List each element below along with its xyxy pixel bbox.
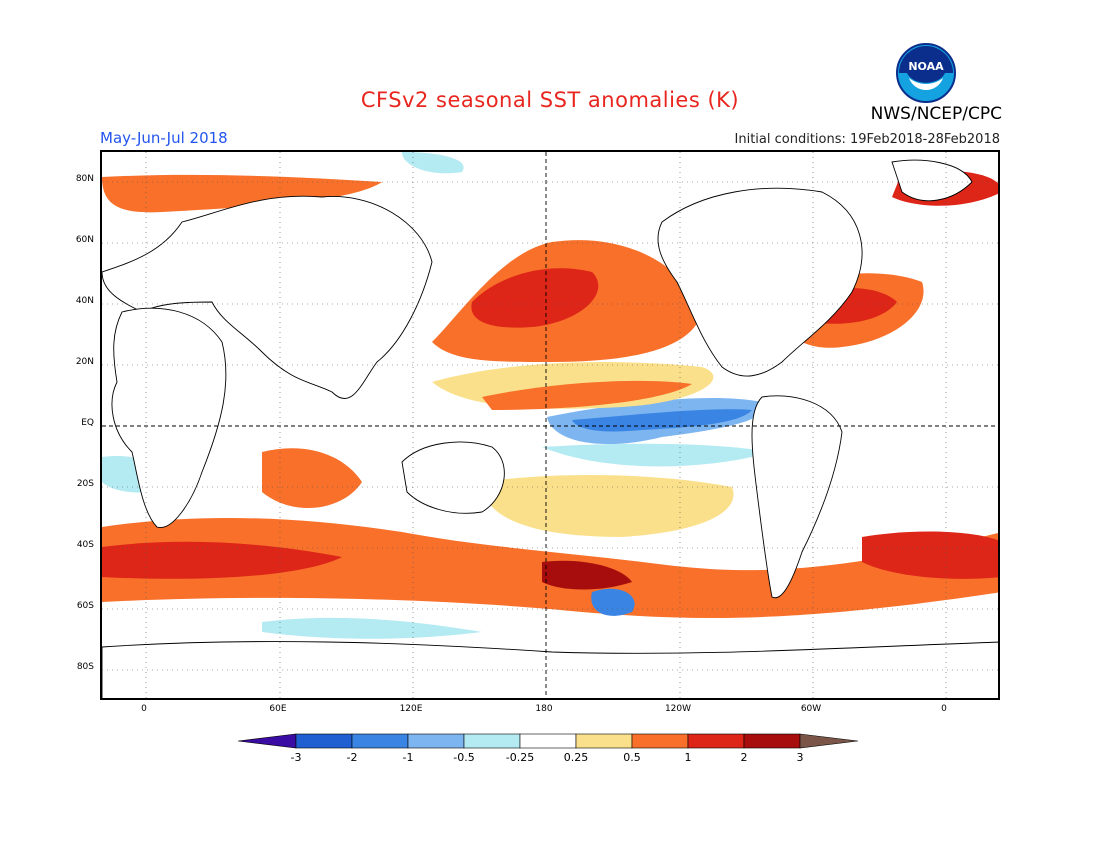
color-scale-label: -2 (346, 751, 358, 764)
north-america-outline (657, 187, 863, 377)
lat-label-80s: 80S (76, 662, 94, 672)
lat-label-40s: 40S (76, 540, 94, 550)
eurasia-outline (102, 195, 433, 399)
logo-text: NOAA (908, 60, 944, 73)
warm-anomaly-tropical (482, 380, 692, 410)
color-scale-label: -0.5 (453, 751, 475, 764)
lat-label-60s: 60S (76, 601, 94, 611)
cool-anomaly-antarctic (262, 617, 482, 639)
color-scale-swatch (631, 733, 689, 749)
warm-anomaly-south-atlantic (862, 531, 998, 579)
lat-label-80n: 80N (75, 174, 94, 184)
color-scale-swatch (687, 733, 745, 749)
color-scale-swatch (519, 733, 577, 749)
graticule (102, 152, 998, 698)
antarctica-outline (102, 641, 998, 698)
continents (102, 159, 998, 698)
greenland-outline (891, 159, 973, 202)
color-scale-arrow-max (799, 733, 859, 749)
lon-label-0-east: 0 (941, 704, 947, 714)
color-scale-label: 3 (796, 751, 804, 764)
south-america-outline (751, 395, 843, 599)
cool-anomaly-arctic (402, 152, 464, 174)
sst-anomaly-map (100, 150, 1000, 700)
color-scale-swatch (743, 733, 801, 749)
color-scale-label: 0.25 (563, 751, 589, 764)
color-scale-swatch (295, 733, 353, 749)
lon-label-60w: 60W (800, 704, 822, 714)
warm-anomaly-south-pacific-subtropical (482, 475, 734, 537)
color-scale-label: 0.5 (623, 751, 641, 764)
color-scale-arrow-min (237, 733, 297, 749)
color-scale-swatch (575, 733, 633, 749)
color-scale-label: 1 (684, 751, 692, 764)
africa-outline (111, 307, 227, 528)
warm-anomaly-indian-ocean (262, 448, 362, 509)
color-scale-bar (237, 732, 862, 754)
warm-anomaly-arctic-west (102, 174, 382, 213)
lat-label-20n: 20N (75, 357, 94, 367)
noaa-logo: NOAA (895, 42, 957, 108)
initial-conditions: Initial conditions: 19Feb2018-28Feb2018 (734, 132, 1000, 147)
lon-label-120w: 120W (664, 704, 692, 714)
warm-anomaly-core-south-pacific (542, 560, 632, 590)
lat-label-eq: EQ (81, 418, 94, 428)
reference-lines (102, 152, 998, 698)
color-scale-swatch (463, 733, 521, 749)
warm-anomaly-core (471, 268, 599, 328)
agency-label: NWS/NCEP/CPC (870, 104, 1002, 124)
color-scale-label: 2 (740, 751, 748, 764)
color-scale-label: -1 (402, 751, 414, 764)
lat-label-20s: 20S (76, 479, 94, 489)
lon-label-180: 180 (535, 704, 553, 714)
color-scale-swatch (407, 733, 465, 749)
chart-title: CFSv2 seasonal SST anomalies (K) (360, 88, 740, 112)
color-scale-label: -3 (290, 751, 302, 764)
lat-label-60n: 60N (75, 235, 94, 245)
lon-label-120e: 120E (399, 704, 423, 714)
lon-label-60e: 60E (269, 704, 287, 714)
map-canvas (102, 152, 998, 698)
lon-label-0: 0 (141, 704, 147, 714)
lat-label-40n: 40N (75, 296, 94, 306)
color-scale-swatch (351, 733, 409, 749)
australia-outline (401, 441, 505, 514)
color-scale-svg (237, 733, 859, 749)
color-scale-label: -0.25 (505, 751, 535, 764)
cool-anomaly-band (542, 443, 772, 467)
warm-anomaly-south-indian (102, 541, 342, 579)
forecast-period: May-Jun-Jul 2018 (100, 129, 228, 147)
